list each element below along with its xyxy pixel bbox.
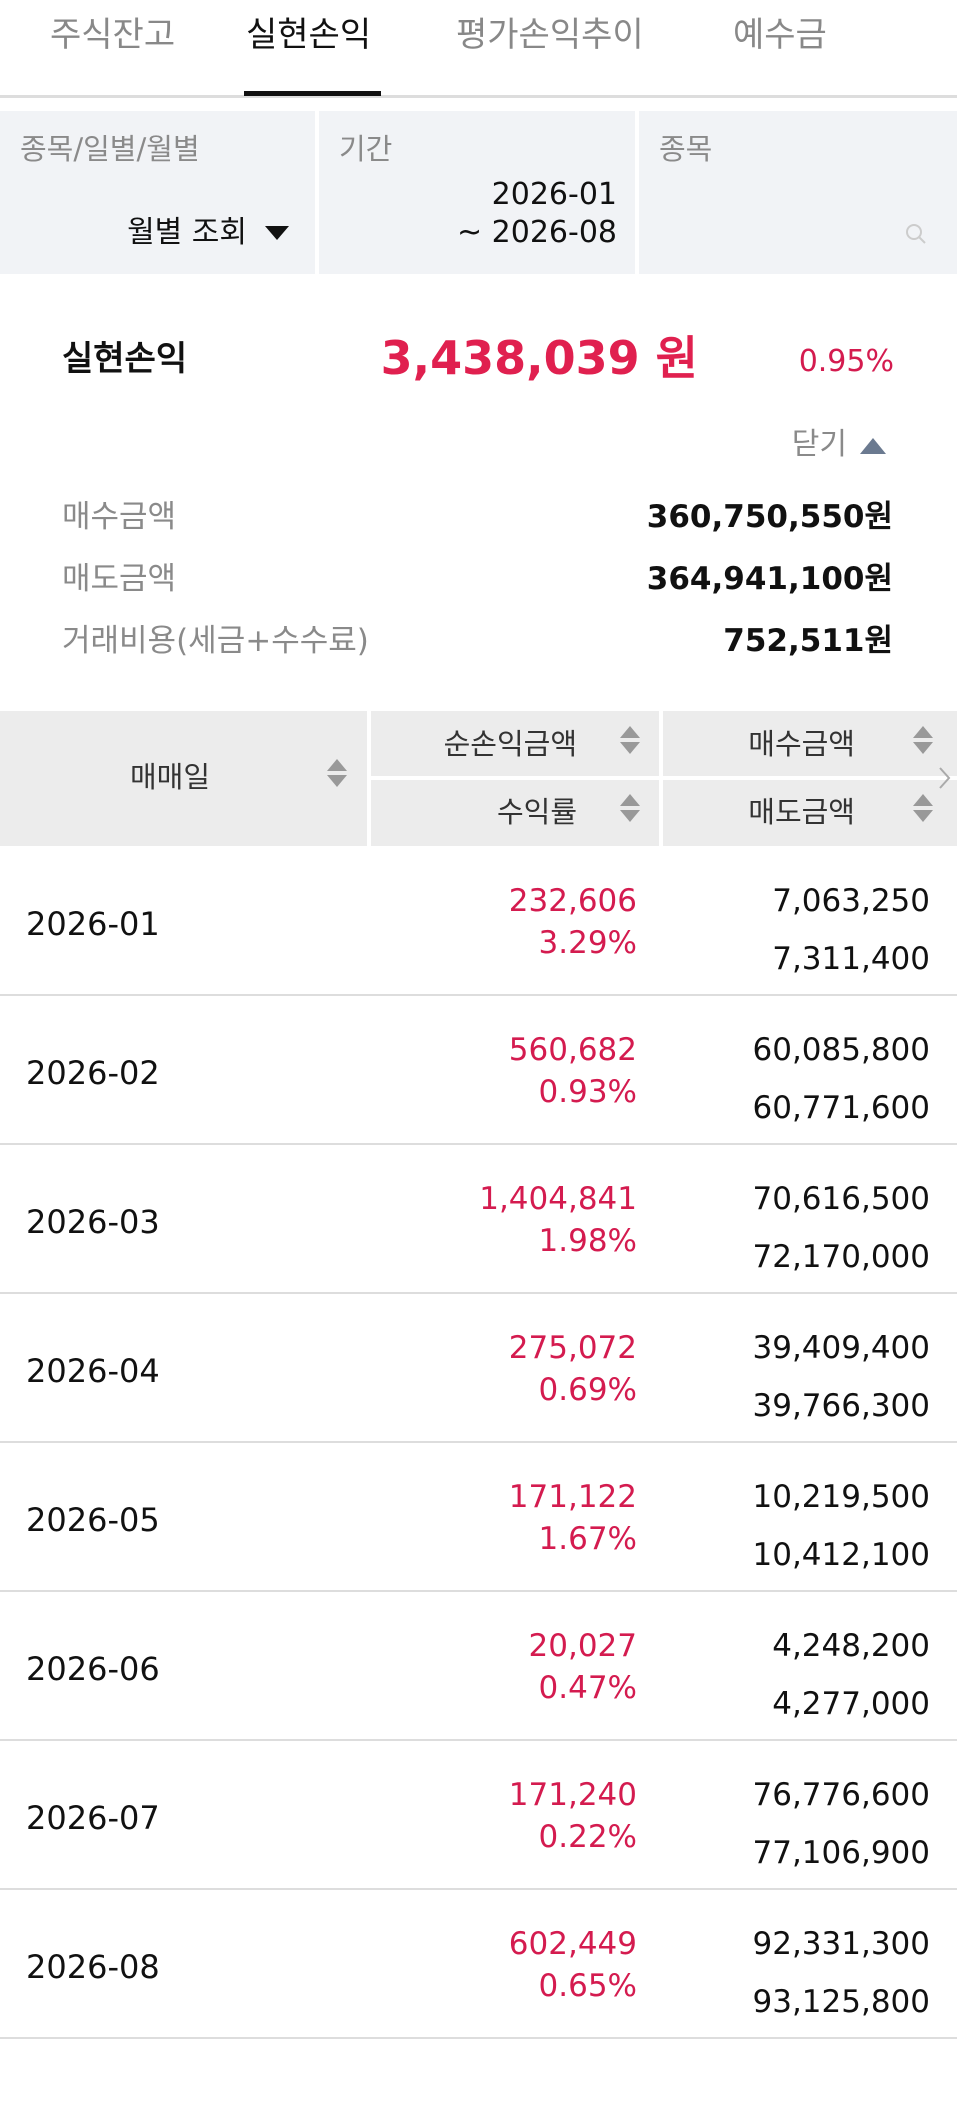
row-divider bbox=[0, 1888, 957, 1890]
tab-indicator bbox=[244, 91, 381, 96]
sort-up bbox=[913, 726, 933, 738]
header-sell[interactable]: 매도금액 bbox=[748, 795, 855, 829]
summary-amount: 3,438,039 원 bbox=[380, 331, 698, 385]
sell-amount: 10,412,100 bbox=[752, 1537, 931, 1573]
tab[interactable]: 예수금 bbox=[733, 15, 827, 55]
toggle-icon[interactable] bbox=[860, 438, 886, 454]
date: 2026-07 bbox=[26, 1799, 160, 1837]
label: 종목/일별/월별 bbox=[20, 132, 200, 166]
row-divider bbox=[0, 994, 957, 996]
date: 2026-05 bbox=[26, 1501, 160, 1539]
row-divider bbox=[0, 1143, 957, 1145]
date: 2026-01 bbox=[26, 905, 160, 943]
sell-amount: 7,311,400 bbox=[772, 941, 930, 977]
buy-amount: 7,063,250 bbox=[772, 883, 930, 919]
profit: 602,449 bbox=[508, 1926, 637, 1962]
rate: 0.65% bbox=[538, 1968, 637, 2004]
summary-title: 실현손익 bbox=[62, 339, 188, 379]
value: ~ 2026-08 bbox=[456, 215, 617, 250]
tab[interactable]: 주식잔고 bbox=[50, 15, 176, 55]
rate: 0.69% bbox=[538, 1372, 637, 1408]
summary-label: 매수금액 bbox=[62, 499, 177, 535]
buy-amount: 70,616,500 bbox=[752, 1181, 931, 1217]
date: 2026-02 bbox=[26, 1054, 160, 1092]
tab[interactable]: 평가손익추이 bbox=[456, 15, 644, 55]
value: 2026-01 bbox=[491, 177, 617, 212]
summary-value: 752,511원 bbox=[723, 623, 893, 659]
summary-label: 거래비용(세금+수수료) bbox=[62, 623, 369, 659]
row-divider bbox=[0, 1739, 957, 1741]
rate: 1.98% bbox=[538, 1223, 637, 1259]
rate: 3.29% bbox=[538, 925, 637, 961]
header-profit[interactable]: 순손익금액 bbox=[443, 727, 577, 761]
sort-up bbox=[327, 759, 347, 771]
profit: 1,404,841 bbox=[479, 1181, 637, 1217]
rate: 0.47% bbox=[538, 1670, 637, 1706]
sort-down bbox=[327, 775, 347, 787]
filter-period[interactable] bbox=[319, 111, 635, 274]
label: 종목 bbox=[659, 132, 713, 166]
profit: 171,240 bbox=[508, 1777, 637, 1813]
profit: 232,606 bbox=[508, 883, 637, 919]
profit: 20,027 bbox=[528, 1628, 637, 1664]
row-divider bbox=[0, 2037, 957, 2039]
sell-amount: 77,106,900 bbox=[752, 1835, 931, 1871]
summary-rate: 0.95% bbox=[798, 344, 894, 379]
rate: 1.67% bbox=[538, 1521, 637, 1557]
date: 2026-03 bbox=[26, 1203, 160, 1241]
header-buy[interactable]: 매수금액 bbox=[748, 727, 855, 761]
search-icon[interactable] bbox=[904, 222, 928, 246]
row-divider bbox=[0, 1441, 957, 1443]
sort-down bbox=[913, 810, 933, 822]
row-divider bbox=[0, 1590, 957, 1592]
header-rate[interactable]: 수익률 bbox=[496, 795, 577, 829]
buy-amount: 60,085,800 bbox=[752, 1032, 931, 1068]
date: 2026-06 bbox=[26, 1650, 160, 1688]
profit: 171,122 bbox=[508, 1479, 637, 1515]
sort-down bbox=[620, 742, 640, 754]
buy-amount: 76,776,600 bbox=[752, 1777, 931, 1813]
sell-amount: 4,277,000 bbox=[772, 1686, 930, 1722]
summary-label: 매도금액 bbox=[62, 561, 177, 597]
sort-up bbox=[620, 726, 640, 738]
sell-amount: 60,771,600 bbox=[752, 1090, 931, 1126]
toggle[interactable]: 닫기 bbox=[791, 427, 847, 462]
filter-stock[interactable] bbox=[639, 111, 957, 274]
sort-up bbox=[913, 794, 933, 806]
tab-active[interactable]: 실현손익 bbox=[246, 15, 372, 55]
buy-amount: 92,331,300 bbox=[752, 1926, 931, 1962]
rate: 0.22% bbox=[538, 1819, 637, 1855]
divider bbox=[367, 711, 371, 846]
tab-divider bbox=[0, 95, 957, 98]
dropdown-icon bbox=[265, 226, 289, 240]
sort-down bbox=[620, 810, 640, 822]
profit: 275,072 bbox=[508, 1330, 637, 1366]
filter-type[interactable] bbox=[0, 111, 315, 274]
profit: 560,682 bbox=[508, 1032, 637, 1068]
divider bbox=[371, 776, 957, 780]
date: 2026-04 bbox=[26, 1352, 160, 1390]
summary-value: 364,941,100원 bbox=[646, 561, 893, 597]
row-divider bbox=[0, 1292, 957, 1294]
date: 2026-08 bbox=[26, 1948, 160, 1986]
sort-down bbox=[913, 742, 933, 754]
buy-amount: 4,248,200 bbox=[772, 1628, 930, 1664]
buy-amount: 39,409,400 bbox=[752, 1330, 931, 1366]
label: 기간 bbox=[339, 132, 393, 166]
sell-amount: 93,125,800 bbox=[752, 1984, 931, 2020]
summary-value: 360,750,550원 bbox=[646, 499, 893, 535]
value: 월별 조회 bbox=[127, 215, 247, 250]
buy-amount: 10,219,500 bbox=[752, 1479, 931, 1515]
scroll-arrow[interactable] bbox=[937, 765, 953, 791]
sell-amount: 72,170,000 bbox=[752, 1239, 931, 1275]
header-date[interactable]: 매매일 bbox=[130, 760, 211, 794]
rate: 0.93% bbox=[538, 1074, 637, 1110]
sort-up bbox=[620, 794, 640, 806]
sell-amount: 39,766,300 bbox=[752, 1388, 931, 1424]
